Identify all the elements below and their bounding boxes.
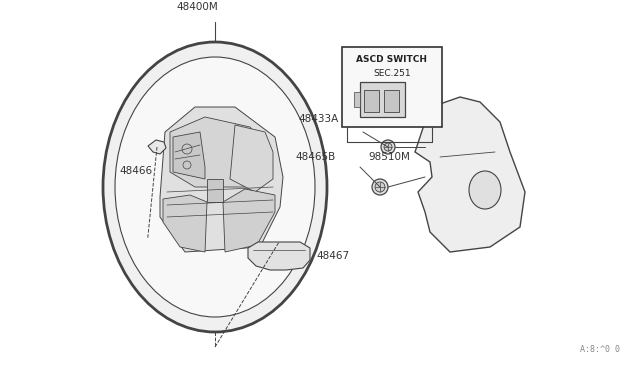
Text: 48433A: 48433A xyxy=(298,114,339,124)
Polygon shape xyxy=(230,125,273,192)
Polygon shape xyxy=(248,242,310,270)
Text: 48467: 48467 xyxy=(316,251,349,261)
Ellipse shape xyxy=(384,143,392,151)
Text: A:8:^0 0: A:8:^0 0 xyxy=(580,345,620,354)
Text: 48465B: 48465B xyxy=(295,152,335,162)
Bar xyxy=(354,92,360,107)
Text: ASCD SWITCH: ASCD SWITCH xyxy=(356,55,428,64)
Text: SEC.251: SEC.251 xyxy=(373,69,411,78)
Ellipse shape xyxy=(115,57,315,317)
Polygon shape xyxy=(415,97,525,252)
Bar xyxy=(364,90,379,112)
Polygon shape xyxy=(163,195,207,252)
Polygon shape xyxy=(223,189,275,252)
Polygon shape xyxy=(160,107,283,252)
Ellipse shape xyxy=(372,179,388,195)
Text: 48400M: 48400M xyxy=(176,2,218,12)
Ellipse shape xyxy=(103,42,327,332)
Ellipse shape xyxy=(469,171,501,209)
Bar xyxy=(342,47,442,127)
Text: 48466: 48466 xyxy=(120,166,152,176)
Polygon shape xyxy=(148,140,166,154)
Ellipse shape xyxy=(381,140,395,154)
Polygon shape xyxy=(170,117,270,187)
Bar xyxy=(360,82,405,117)
Bar xyxy=(384,90,399,112)
Text: 98510M: 98510M xyxy=(368,152,410,162)
Ellipse shape xyxy=(375,182,385,192)
Polygon shape xyxy=(173,132,205,179)
Polygon shape xyxy=(207,179,223,202)
